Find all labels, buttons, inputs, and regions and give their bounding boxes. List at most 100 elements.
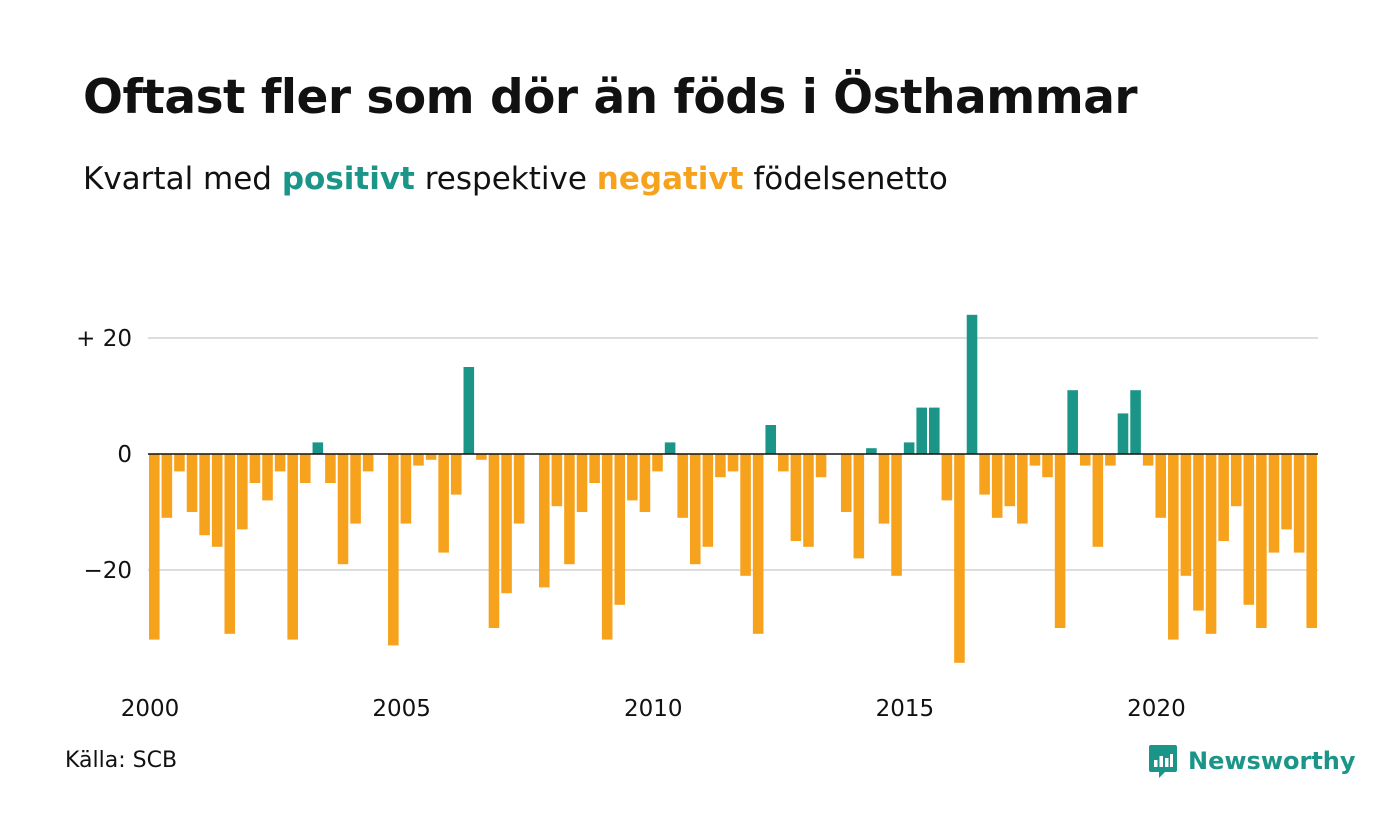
bar [803, 454, 814, 547]
bar [1281, 454, 1292, 530]
y-tick-label: + 20 [76, 326, 132, 352]
bar-layer [149, 314, 1317, 663]
chart-title: Oftast fler som dör än föds i Östhammar [83, 70, 1138, 125]
bar [388, 454, 399, 646]
bar [1306, 454, 1317, 628]
x-tick-label: 2015 [876, 696, 935, 722]
grid-layer [148, 337, 1318, 571]
bar [1117, 413, 1129, 454]
subtitle-negative-word: negativt [596, 161, 744, 197]
bar [1256, 454, 1267, 628]
bar [1017, 454, 1028, 524]
bar [463, 367, 475, 454]
bar [1243, 454, 1255, 605]
bar [991, 454, 1003, 518]
bar [903, 442, 915, 454]
bar [664, 442, 676, 454]
bar [325, 454, 336, 483]
subtitle-text-2: respektive [414, 161, 597, 197]
subtitle-text-1: Kvartal med [83, 161, 282, 197]
bar [740, 454, 751, 576]
bar [627, 454, 638, 501]
logo-text: Newsworthy [1188, 747, 1356, 775]
bar [1105, 454, 1116, 466]
bar [337, 454, 349, 565]
bar [916, 407, 927, 454]
y-tick-label: 0 [117, 442, 132, 468]
bar [1067, 390, 1078, 454]
bar [614, 454, 626, 605]
bar [878, 454, 890, 524]
bar [513, 454, 525, 524]
bar [866, 448, 877, 454]
bar [476, 454, 487, 460]
bar [287, 454, 298, 640]
bar [1205, 454, 1217, 634]
bar [450, 454, 462, 495]
bar [1293, 454, 1305, 553]
bar [1130, 390, 1141, 454]
bar [199, 454, 210, 536]
bar [639, 454, 651, 512]
bar [966, 314, 978, 454]
bar [224, 454, 236, 634]
bar [350, 454, 361, 524]
x-tick-label: 2010 [624, 696, 683, 722]
bar [211, 454, 223, 547]
bar [362, 454, 374, 472]
bar [488, 454, 500, 628]
bar [501, 454, 512, 594]
bar [853, 454, 865, 559]
bar [954, 454, 965, 663]
bar [186, 454, 198, 512]
bar [840, 454, 852, 512]
newsworthy-logo: Newsworthy [1148, 743, 1356, 779]
bar [262, 454, 273, 501]
bar [299, 454, 311, 483]
bar [1155, 454, 1167, 518]
bar [589, 454, 600, 483]
subtitle-positive-word: positivt [281, 161, 415, 197]
chart-subtitle: Kvartal med positivt respektive negativt… [83, 161, 948, 197]
bar [1054, 454, 1066, 628]
bar [564, 454, 575, 565]
bar [1218, 454, 1229, 541]
bar [312, 442, 324, 454]
bar [652, 454, 663, 472]
source-note: Källa: SCB [65, 748, 178, 773]
bar [1142, 454, 1154, 466]
x-tick-label: 2020 [1127, 696, 1186, 722]
newsworthy-logo-icon [1149, 745, 1177, 778]
bar [438, 454, 449, 553]
bar [752, 454, 764, 634]
bar [765, 425, 777, 454]
bar [174, 454, 185, 472]
bar [941, 454, 953, 501]
bar [425, 454, 437, 460]
bar [1042, 454, 1053, 478]
bar [891, 454, 902, 576]
bar [702, 454, 714, 547]
x-tick-label: 2005 [372, 696, 431, 722]
bar [1168, 454, 1179, 640]
bar [1092, 454, 1104, 547]
bar [413, 454, 424, 466]
label-layer: + 20 0 −20 2000 2005 2010 2015 2020 [76, 326, 1186, 722]
bar [1268, 454, 1280, 553]
bar [715, 454, 726, 478]
bar [149, 454, 160, 640]
bar [727, 454, 739, 472]
bar [551, 454, 563, 507]
bar [929, 407, 940, 454]
bar [1004, 454, 1016, 507]
bar [815, 454, 827, 478]
bar [790, 454, 802, 541]
bar [1029, 454, 1041, 466]
bar [778, 454, 789, 472]
bar [979, 454, 990, 495]
bar [1079, 454, 1091, 466]
bar [249, 454, 261, 483]
bar [274, 454, 286, 472]
bar [400, 454, 412, 524]
